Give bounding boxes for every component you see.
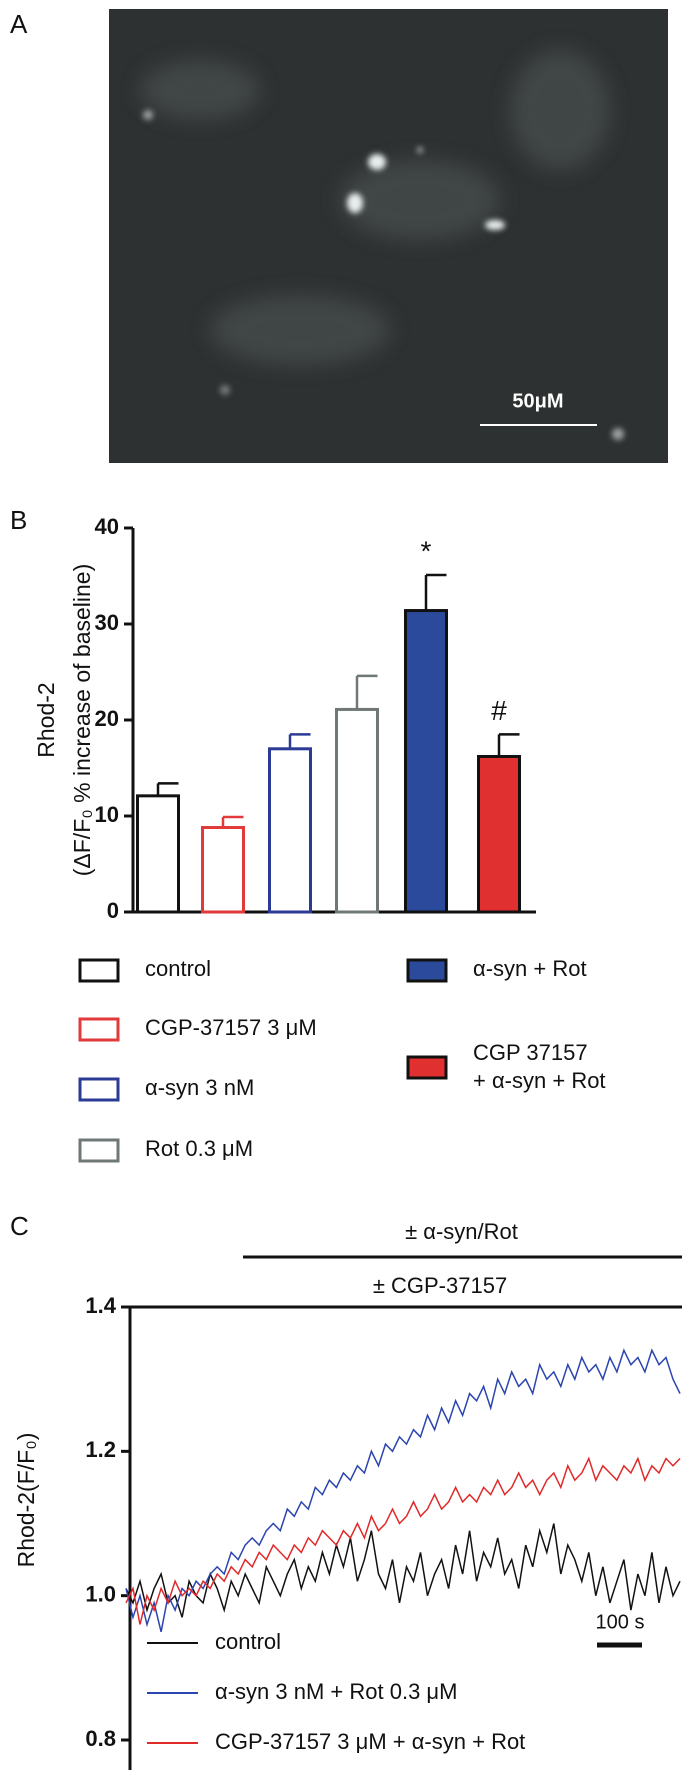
y-tick-label: 40 <box>95 514 119 539</box>
trace <box>125 1456 681 1625</box>
legend-label: CGP-37157 3 μM <box>145 1015 317 1040</box>
legend-swatch <box>78 1017 120 1042</box>
legend-label: α-syn + Rot <box>473 956 587 981</box>
significance-mark: * <box>421 535 432 566</box>
legend-label: α-syn 3 nM + Rot 0.3 μM <box>215 1679 457 1704</box>
y-tick-label: 0 <box>107 898 119 923</box>
y-tick-label: 10 <box>95 802 119 827</box>
bar <box>201 826 245 914</box>
legend-swatch <box>406 958 448 983</box>
micrograph: 50μM <box>109 9 668 463</box>
trace <box>125 1523 681 1618</box>
significance-mark: # <box>491 695 507 726</box>
bar <box>136 794 180 914</box>
legend-label: control <box>145 956 212 981</box>
legend-swatch <box>78 1138 120 1163</box>
trace <box>125 1348 681 1632</box>
panel-label: A <box>10 9 28 39</box>
y-tick-label: 0.8 <box>85 1726 116 1751</box>
legend-label-box: CGP-37157 3 μM <box>145 1015 317 1040</box>
y-tick-label: 1.4 <box>85 1293 116 1318</box>
bar <box>335 707 379 914</box>
panel-label: C <box>10 1211 29 1241</box>
treatment-label: ± α-syn/Rot <box>405 1219 518 1244</box>
legend-label-box: α-syn 3 nM <box>145 1075 255 1100</box>
legend-swatch <box>406 1055 448 1080</box>
y-tick-label: 1.2 <box>85 1437 116 1462</box>
y-axis-label: Rhod-2(F/F₀) <box>13 1433 39 1568</box>
scale-bar-label: 50μM <box>512 390 563 412</box>
bar <box>477 754 521 914</box>
y-axis-label: Rhod-2 <box>33 682 59 757</box>
legend-swatch <box>78 958 120 983</box>
time-scale-label: 100 s <box>596 1611 645 1633</box>
legend-label: Rot 0.3 μM <box>145 1136 254 1161</box>
legend-label: α-syn 3 nM <box>145 1075 255 1100</box>
y-tick-label: 30 <box>95 610 119 635</box>
y-tick-label: 20 <box>95 706 119 731</box>
legend-label: CGP 37157 + α-syn + Rot <box>473 1040 606 1093</box>
bar <box>268 747 312 914</box>
y-tick-label: 1.0 <box>85 1581 116 1606</box>
legend-label-box: α-syn + Rot <box>473 956 587 981</box>
y-axis-label: (ΔF/F₀ % increase of baseline) <box>69 564 95 877</box>
legend-label: CGP-37157 3 μM + α-syn + Rot <box>215 1729 525 1754</box>
legend-swatch <box>78 1077 120 1102</box>
panel-label: B <box>10 505 27 535</box>
legend-label-box: control <box>145 956 212 981</box>
legend-label: control <box>215 1629 281 1654</box>
bar <box>404 609 448 914</box>
treatment-label: ± CGP-37157 <box>373 1273 507 1298</box>
legend-label-box: Rot 0.3 μM <box>145 1136 254 1161</box>
legend-label-box: CGP 37157 + α-syn + Rot <box>473 1040 606 1093</box>
